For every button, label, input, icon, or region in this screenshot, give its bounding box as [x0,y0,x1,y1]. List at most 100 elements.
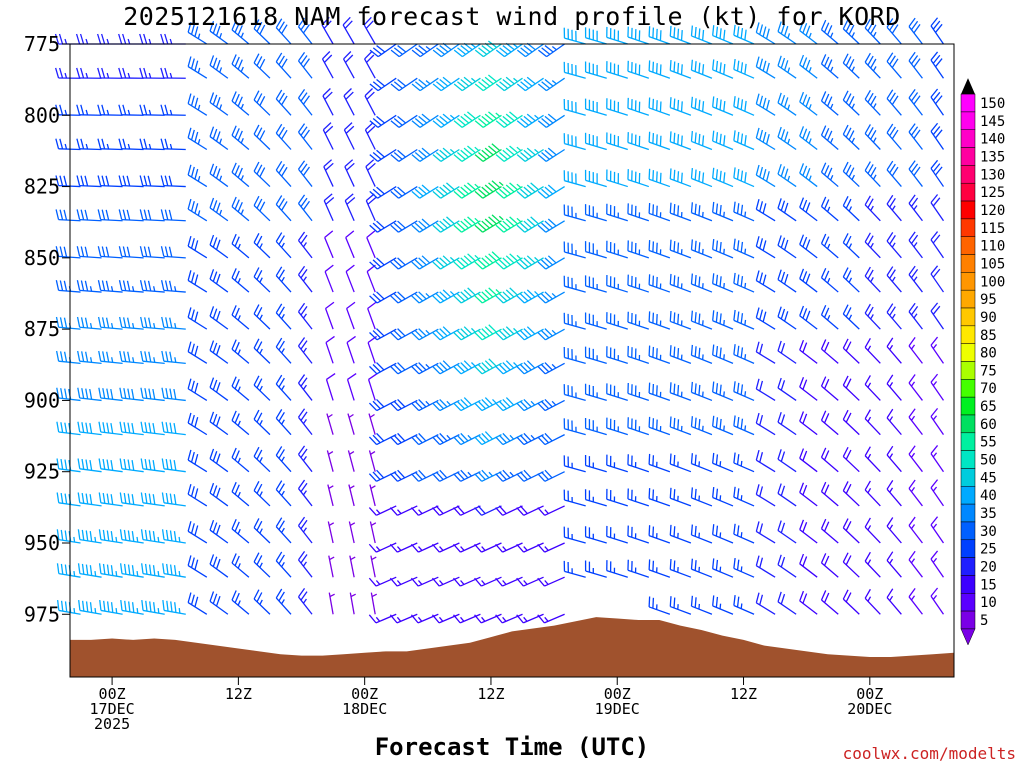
wind-barb [538,43,565,58]
colorbar-swatch [960,610,976,630]
wind-barb [886,123,902,150]
wind-barb [77,563,102,578]
wind-barb [297,194,313,222]
wind-barb [209,377,229,401]
wind-barb [368,576,397,587]
wind-barb [516,613,544,624]
colorbar-label: 130 [980,167,1005,183]
wind-barb [411,291,439,304]
wind-barb [323,193,335,222]
colorbar-label: 110 [980,239,1005,255]
x-tick-label: 12Z [477,685,504,703]
wind-barb [209,306,229,330]
wind-barb [97,175,123,188]
wind-barb [209,234,229,259]
wind-barb [77,387,102,402]
wind-barb [474,397,502,412]
wind-barb [474,324,502,341]
wind-barb [328,592,335,615]
wind-barb [321,51,334,79]
wind-barb [886,445,902,473]
colorbar-label: 45 [980,470,997,486]
wind-barb [733,238,755,259]
wind-barb [370,555,377,578]
wind-barb [712,238,734,259]
wind-barb [669,273,692,293]
wind-barb [348,484,355,507]
wind-barb [390,77,418,92]
wind-barb [606,454,628,473]
wind-barb [365,193,377,222]
wind-barb [799,519,818,544]
wind-barb [842,375,860,401]
wind-barb [733,96,755,116]
wind-barb [99,600,123,615]
wind-barb [712,415,734,436]
wind-barb [690,381,713,402]
wind-barb [755,592,776,615]
wind-barb [516,42,544,58]
wind-barb [390,398,418,412]
wind-barb [648,488,671,507]
wind-barb [119,421,144,436]
wind-barb [669,25,692,45]
wind-barb [777,235,797,259]
wind-barb [777,306,797,330]
wind-barb [537,505,565,516]
wind-barb [453,397,481,412]
wind-barb [537,576,565,587]
wind-barb [516,505,544,516]
wind-barb [755,307,776,330]
y-tick-label: 925 [24,460,60,484]
wind-barb [669,60,692,79]
wind-barb [139,209,165,222]
wind-barb [777,449,797,473]
wind-barb [453,145,481,162]
wind-barb [162,563,186,578]
wind-barb [820,518,839,544]
colorbar-swatch [960,129,976,148]
wind-barb [669,131,692,151]
wind-barb [187,22,208,45]
wind-barb [563,455,586,473]
wind-barb [563,133,586,151]
wind-barb [820,410,839,436]
wind-barb [606,560,628,578]
wind-barb [495,360,523,375]
wind-barb [453,76,481,92]
wind-barb [118,67,144,79]
wind-barb [864,89,881,116]
wind-barb [231,305,250,330]
wind-barb [842,53,860,79]
wind-barb [930,265,945,293]
wind-barb [297,17,313,45]
wind-barb [253,124,271,150]
colorbar-label: 30 [980,524,997,540]
wind-barb [733,272,755,293]
wind-barb [253,195,271,222]
wind-barb [669,487,692,507]
wind-barb [161,458,186,473]
wind-barb [930,17,945,45]
wind-barb [390,43,418,58]
wind-barb [474,287,502,304]
colorbar-swatch [960,254,976,273]
wind-barb [141,600,165,615]
wind-barb [141,563,165,578]
wind-barb [563,418,586,436]
wind-barb [453,360,481,375]
x-tick-label: 00Z [604,685,631,703]
wind-barb [606,169,628,188]
wind-barb [118,209,144,222]
wind-barb [777,412,797,436]
wind-barb [78,600,102,615]
wind-barb [347,413,355,435]
wind-barb [474,251,502,270]
wind-barb [627,559,650,578]
wind-barb [755,164,776,188]
wind-barb [390,220,418,233]
wind-barb [275,195,292,222]
credit-link[interactable]: coolwx.com/modelts [842,744,1016,763]
wind-barb [432,326,460,341]
colorbar-swatch [960,432,976,451]
